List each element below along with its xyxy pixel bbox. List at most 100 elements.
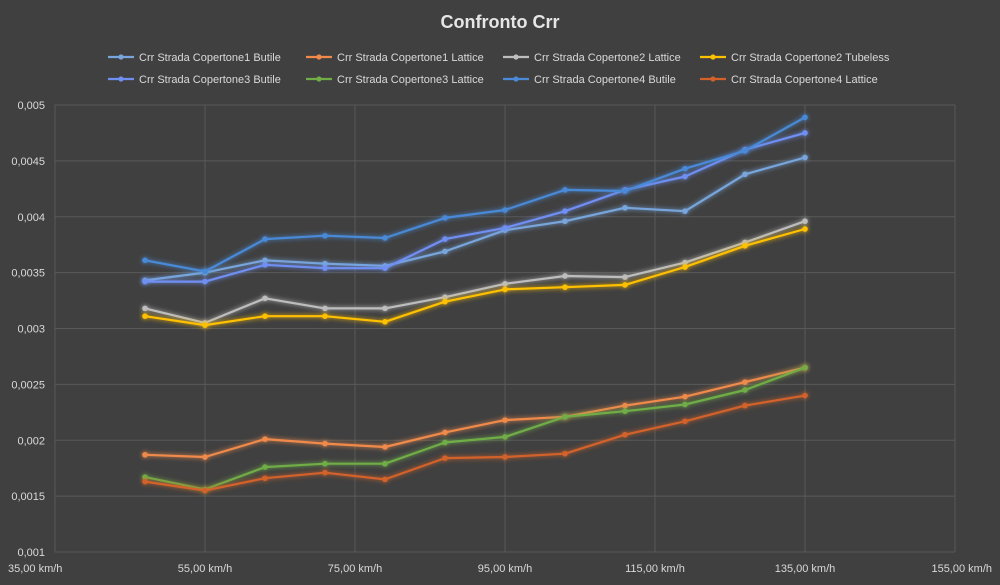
y-tick-label: 0,003	[17, 324, 45, 336]
legend-item: Crr Strada Copertone2 Lattice	[503, 52, 681, 64]
data-point	[742, 379, 748, 385]
data-point	[442, 294, 448, 301]
data-point	[622, 205, 628, 211]
data-point	[322, 440, 328, 447]
data-point	[382, 265, 388, 271]
gridlines	[54, 104, 956, 553]
data-point	[502, 286, 508, 293]
data-point	[262, 257, 268, 264]
legend-item: Crr Strada Copertone2 Tubeless	[700, 52, 890, 64]
data-point	[562, 413, 568, 420]
x-axis-ticks: 35,00 km/h 55,00 km/h 75,00 km/h 95,00 km/h…	[8, 563, 992, 575]
legend-label: Crr Strada Copertone3 Lattice	[337, 74, 484, 86]
legend-swatch-marker	[316, 54, 322, 60]
data-point	[202, 268, 208, 275]
data-point	[682, 165, 688, 172]
data-point	[142, 305, 148, 312]
chart-legend: Crr Strada Copertone1 Butile Crr Strada C…	[108, 52, 890, 86]
data-point	[682, 208, 688, 214]
data-point	[622, 188, 628, 194]
data-point	[802, 392, 808, 399]
data-point	[442, 455, 448, 461]
data-point	[502, 417, 508, 423]
legend-swatch-marker	[513, 54, 519, 60]
data-point	[562, 273, 568, 279]
data-point	[802, 130, 808, 136]
data-point	[502, 434, 508, 440]
data-point	[382, 318, 388, 325]
data-point	[682, 393, 688, 400]
data-point	[142, 474, 148, 480]
chart-title: Confronto Crr	[441, 12, 560, 32]
data-point	[442, 429, 448, 436]
data-point	[682, 418, 688, 425]
data-point	[802, 364, 808, 371]
data-point	[562, 284, 568, 290]
data-point	[502, 207, 508, 213]
series-line	[144, 394, 806, 492]
data-point	[622, 402, 628, 409]
data-point	[202, 322, 208, 328]
legend-item: Crr Strada Copertone1 Butile	[108, 52, 281, 64]
x-tick-label: 115,00 km/h	[625, 563, 685, 575]
data-point	[442, 248, 448, 255]
data-point	[142, 478, 148, 485]
series-2	[142, 364, 808, 460]
data-point	[682, 173, 688, 180]
legend-swatch-marker	[710, 54, 716, 60]
data-point	[622, 282, 628, 288]
data-point	[562, 208, 568, 214]
legend-swatch-marker	[513, 76, 519, 82]
data-point	[322, 232, 328, 239]
data-point	[382, 235, 388, 241]
data-point	[502, 225, 508, 231]
data-point	[802, 226, 808, 232]
data-point	[442, 236, 448, 242]
data-point	[322, 469, 328, 476]
legend-swatch-marker	[710, 76, 716, 82]
legend-label: Crr Strada Copertone4 Lattice	[731, 74, 878, 86]
y-tick-label: 0,0035	[11, 268, 45, 280]
series-line	[144, 366, 806, 491]
data-point	[742, 243, 748, 249]
data-point	[202, 454, 208, 460]
data-point	[742, 402, 748, 409]
data-point	[262, 236, 268, 242]
legend-item: Crr Strada Copertone1 Lattice	[306, 52, 484, 64]
y-tick-label: 0,0015	[11, 491, 45, 503]
data-point	[502, 454, 508, 460]
data-point	[742, 148, 748, 154]
data-point	[202, 487, 208, 494]
y-tick-label: 0,004	[17, 212, 45, 224]
series-line	[144, 366, 806, 459]
data-point	[562, 218, 568, 225]
data-point	[742, 387, 748, 393]
x-tick-label: 35,00 km/h	[8, 563, 62, 575]
legend-label: Crr Strada Copertone3 Butile	[139, 74, 281, 86]
legend-label: Crr Strada Copertone4 Butile	[534, 74, 676, 86]
data-point	[262, 295, 268, 302]
data-point	[682, 264, 688, 270]
data-point	[682, 259, 688, 266]
data-point	[142, 257, 148, 264]
data-point	[442, 439, 448, 446]
data-point	[382, 476, 388, 483]
y-tick-label: 0,002	[17, 435, 45, 447]
series-7	[142, 114, 808, 275]
legend-swatch-marker	[118, 76, 124, 82]
series-line	[144, 220, 806, 324]
data-point	[322, 260, 328, 267]
y-tick-label: 0,0045	[11, 156, 45, 168]
series-line	[144, 227, 806, 327]
data-point	[262, 313, 268, 320]
data-point	[202, 278, 208, 285]
legend-label: Crr Strada Copertone1 Butile	[139, 52, 281, 64]
x-tick-label: 75,00 km/h	[328, 563, 382, 575]
series-line	[145, 131, 806, 283]
data-point	[262, 464, 268, 470]
data-point	[622, 431, 628, 438]
series-line	[144, 156, 806, 282]
data-point	[382, 305, 388, 312]
